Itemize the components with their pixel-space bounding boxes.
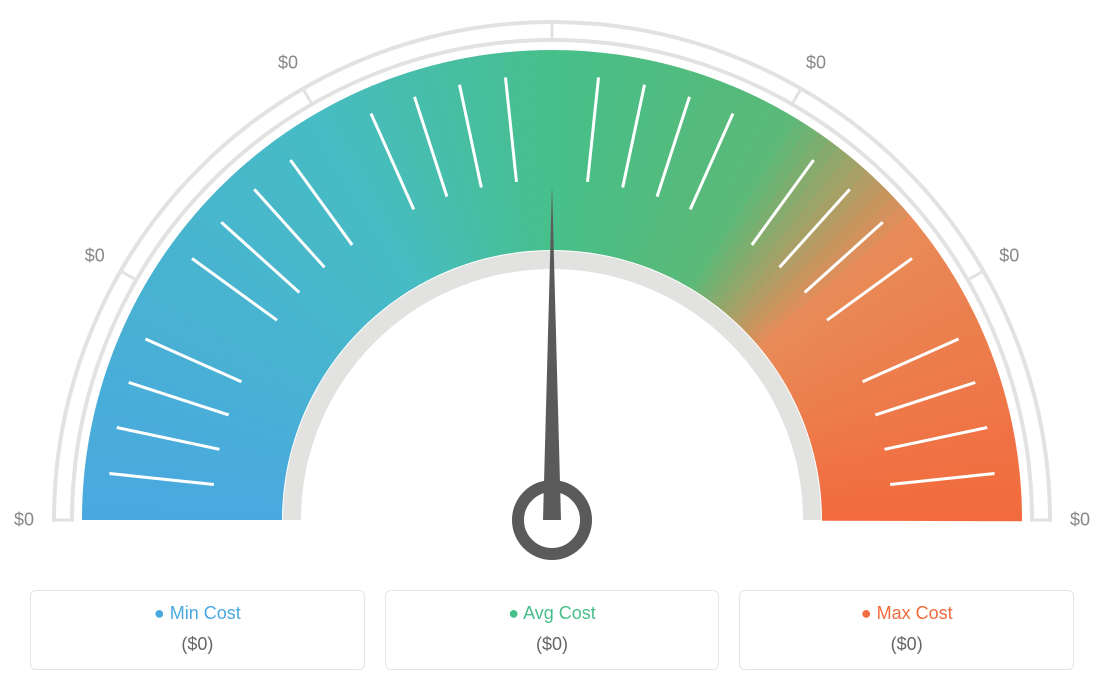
legend-avg-value: ($0) xyxy=(386,634,719,655)
gauge-tick-label: $0 xyxy=(999,246,1019,267)
cost-gauge-chart: $0 $0 $0 $0 $0 $0 $0 xyxy=(0,0,1104,570)
legend-max-label: Max Cost xyxy=(740,603,1073,624)
gauge-tick-label: $0 xyxy=(542,0,562,3)
gauge-tick-label: $0 xyxy=(85,246,105,267)
legend-min-value: ($0) xyxy=(31,634,364,655)
gauge-tick-label: $0 xyxy=(806,52,826,73)
gauge-tick-label: $0 xyxy=(278,52,298,73)
legend-avg-cost: Avg Cost ($0) xyxy=(385,590,720,670)
gauge-tick-label: $0 xyxy=(1070,510,1090,531)
legend-row: Min Cost ($0) Avg Cost ($0) Max Cost ($0… xyxy=(30,590,1074,670)
legend-avg-label: Avg Cost xyxy=(386,603,719,624)
legend-min-label: Min Cost xyxy=(31,603,364,624)
legend-max-value: ($0) xyxy=(740,634,1073,655)
gauge-tick-label: $0 xyxy=(14,510,34,531)
legend-max-cost: Max Cost ($0) xyxy=(739,590,1074,670)
legend-min-cost: Min Cost ($0) xyxy=(30,590,365,670)
